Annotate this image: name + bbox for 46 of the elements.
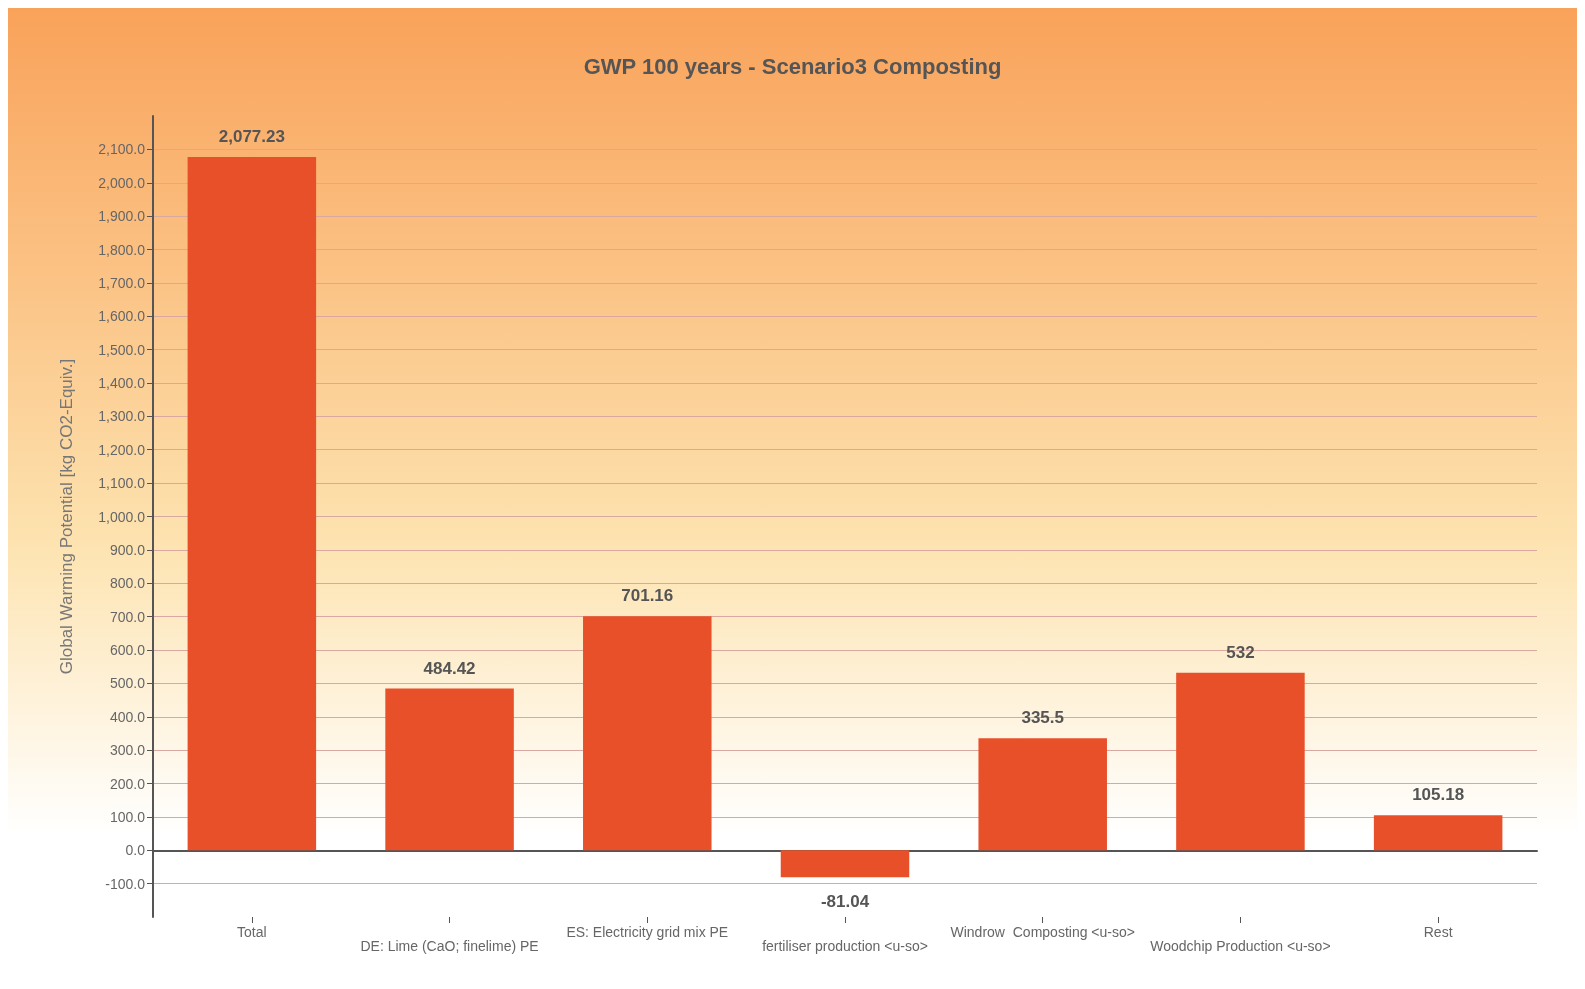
y-tick-label: 1,100.0 (98, 475, 146, 492)
x-tick-label: Windrow Composting <u-so> (950, 924, 1135, 940)
data-label: -81.04 (820, 892, 870, 912)
y-tick-label: 900.0 (109, 541, 146, 558)
y-tick-label: 2,100.0 (98, 141, 146, 158)
y-axis-title: Global Warming Potential [kg CO2-Equiv.] (57, 358, 76, 675)
y-tick-label: 1,400.0 (98, 375, 146, 391)
y-tick-label: 2,000.0 (98, 174, 146, 191)
y-tick-label: 1,700.0 (98, 274, 146, 291)
x-tick-label: Rest (1423, 924, 1453, 940)
y-tick-label: 600.0 (109, 642, 146, 658)
y-tick-label: 1,200.0 (98, 441, 146, 458)
x-tick-label: DE: Lime (CaO; finelime) PE (360, 938, 539, 954)
y-tick-label: 400.0 (109, 708, 146, 725)
y-tick-label: 0.0 (125, 842, 146, 859)
bar (583, 616, 712, 851)
data-label: 105.18 (1412, 785, 1465, 805)
x-tick-label: fertiliser production <u-so> (762, 938, 928, 954)
bar (187, 156, 317, 851)
data-label: 701.16 (621, 586, 674, 606)
y-tick-label: 1,000.0 (98, 508, 146, 525)
y-tick-label: 100.0 (109, 808, 146, 825)
data-label: 335.5 (1021, 708, 1064, 728)
data-label: 532 (1226, 642, 1255, 662)
y-tick-label: 700.0 (109, 608, 146, 625)
y-tick-label: 300.0 (109, 742, 146, 759)
y-tick-label: 1,800.0 (98, 241, 146, 258)
x-tick-label: ES: Electricity grid mix PE (566, 924, 729, 940)
chart-title: GWP 100 years - Scenario3 Composting (583, 53, 1002, 79)
data-label: 2,077.23 (218, 126, 285, 146)
bar (1373, 815, 1503, 851)
data-label: 484.42 (423, 658, 476, 678)
y-tick-label: 1,300.0 (98, 408, 146, 425)
x-tick-label: Woodchip Production <u-so> (1150, 938, 1331, 954)
x-tick-label: Total (237, 924, 267, 940)
y-tick-label: -100.0 (105, 875, 146, 892)
bar (978, 738, 1107, 851)
y-tick-label: 1,600.0 (98, 308, 146, 325)
y-tick-label: 500.0 (109, 675, 146, 692)
bar (1176, 672, 1305, 851)
y-tick-label: 800.0 (109, 575, 146, 592)
y-tick-label: 200.0 (109, 775, 146, 792)
bar (385, 688, 514, 851)
y-tick-label: 1,900.0 (98, 208, 146, 225)
y-tick-label: 1,500.0 (98, 341, 146, 358)
bar (780, 850, 910, 878)
